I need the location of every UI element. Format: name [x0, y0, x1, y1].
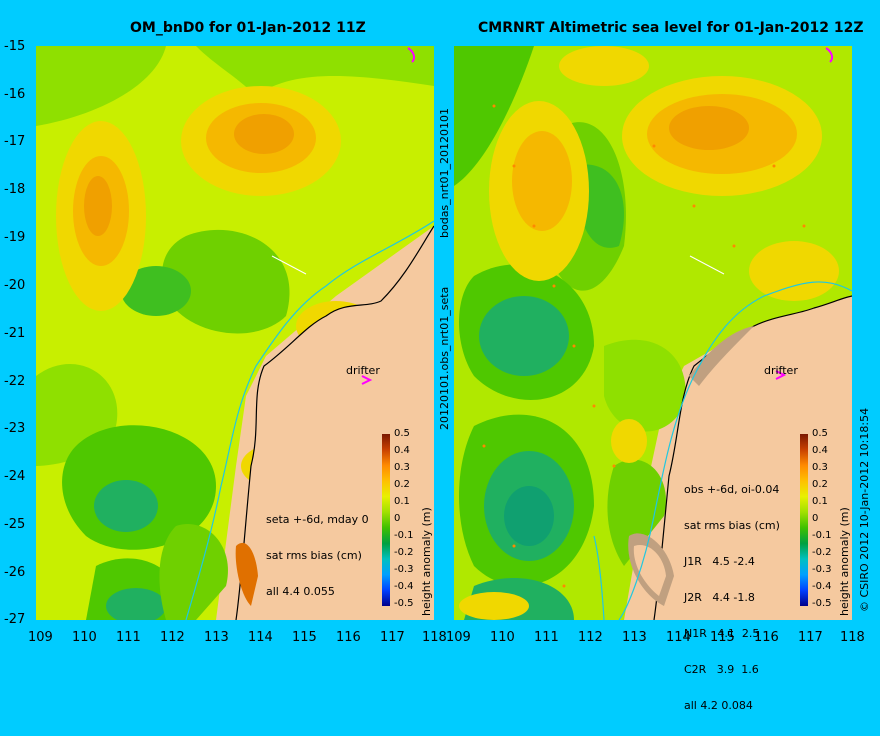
- x-tick: 117: [380, 630, 405, 645]
- right-colorbar-tick: 0: [812, 513, 819, 524]
- side-text-bottom: 20120101.obs_nrt01_seta: [438, 286, 451, 430]
- right-colorbar-label: height anomaly (m): [838, 507, 851, 616]
- left-panel-title: OM_bnD0 for 01-Jan-2012 11Z: [130, 20, 366, 36]
- left-colorbar-tick: 0.5: [394, 428, 410, 439]
- left-stats-line: sat rms bias (cm): [266, 549, 362, 562]
- left-colorbar-tick: -0.2: [394, 547, 414, 558]
- left-colorbar-tick: -0.4: [394, 581, 414, 592]
- y-tick: -19: [4, 230, 26, 245]
- right-colorbar: [800, 434, 808, 606]
- x-tick: 116: [754, 630, 779, 645]
- x-tick: 118: [840, 630, 865, 645]
- left-colorbar-tick: -0.3: [394, 564, 414, 575]
- y-tick: -27: [4, 612, 26, 627]
- left-drifter-label: drifter: [346, 364, 380, 377]
- right-sea-level-map: [454, 46, 852, 620]
- left-colorbar-label: height anomaly (m): [420, 507, 433, 616]
- right-colorbar-tick: -0.5: [812, 598, 832, 609]
- x-tick: 115: [710, 630, 735, 645]
- right-colorbar-tick: 0.4: [812, 445, 828, 456]
- y-tick: -20: [4, 278, 26, 293]
- left-colorbar: [382, 434, 390, 606]
- left-colorbar-tick: -0.1: [394, 530, 414, 541]
- right-colorbar-tick: 0.1: [812, 496, 828, 507]
- x-tick: 109: [446, 630, 471, 645]
- x-tick: 117: [798, 630, 823, 645]
- y-tick: -22: [4, 374, 26, 389]
- x-tick: 112: [160, 630, 185, 645]
- x-tick: 111: [534, 630, 559, 645]
- left-stats-box: seta +-6d, mday 0 sat rms bias (cm) all …: [266, 490, 369, 622]
- right-stats-box: obs +-6d, oi-0.04 sat rms bias (cm) J1R …: [684, 460, 780, 736]
- right-stats-line: all 4.2 0.084: [684, 699, 753, 712]
- left-colorbar-tick: 0.2: [394, 479, 410, 490]
- x-tick: 112: [578, 630, 603, 645]
- right-stats-line: J1R 4.5 -2.4: [684, 555, 755, 568]
- x-tick: 109: [28, 630, 53, 645]
- y-tick: -25: [4, 517, 26, 532]
- right-colorbar-tick: 0.2: [812, 479, 828, 490]
- x-tick: 114: [666, 630, 691, 645]
- x-tick: 113: [204, 630, 229, 645]
- right-colorbar-tick: -0.3: [812, 564, 832, 575]
- right-drifter-label: drifter: [764, 364, 798, 377]
- x-tick: 111: [116, 630, 141, 645]
- x-tick: 118: [422, 630, 447, 645]
- right-map-panel: drifter obs +-6d, oi-0.04 sat rms bias (…: [454, 46, 852, 712]
- left-colorbar-tick: -0.5: [394, 598, 414, 609]
- right-stats-line: obs +-6d, oi-0.04: [684, 483, 780, 496]
- left-colorbar-tick: 0.1: [394, 496, 410, 507]
- right-colorbar-tick: -0.4: [812, 581, 832, 592]
- x-tick: 116: [336, 630, 361, 645]
- x-tick: 110: [490, 630, 515, 645]
- right-stats-line: C2R 3.9 1.6: [684, 663, 759, 676]
- side-text-top: bodas_nrt01_20120101: [438, 108, 451, 238]
- y-tick: -15: [4, 39, 26, 54]
- left-map-panel: drifter seta +-6d, mday 0 sat rms bias (…: [36, 46, 434, 620]
- left-stats-line: all 4.4 0.055: [266, 585, 335, 598]
- left-colorbar-tick: 0.3: [394, 462, 410, 473]
- right-colorbar-tick: -0.2: [812, 547, 832, 558]
- copyright-text: © CSIRO 2012 10-Jan-2012 10:18:54: [858, 407, 871, 612]
- right-stats-line: N1R 4.1 2.5: [684, 627, 760, 640]
- x-tick: 114: [248, 630, 273, 645]
- y-tick: -24: [4, 469, 26, 484]
- right-stats-line: J2R 4.4 -1.8: [684, 591, 755, 604]
- left-sea-level-map: [36, 46, 434, 620]
- left-colorbar-tick: 0: [394, 513, 401, 524]
- x-tick: 110: [72, 630, 97, 645]
- left-colorbar-tick: 0.4: [394, 445, 410, 456]
- right-colorbar-tick: 0.5: [812, 428, 828, 439]
- y-tick: -26: [4, 565, 26, 580]
- y-tick: -23: [4, 421, 26, 436]
- right-panel-title: CMRNRT Altimetric sea level for 01-Jan-2…: [478, 20, 864, 36]
- right-colorbar-tick: 0.3: [812, 462, 828, 473]
- right-colorbar-tick: -0.1: [812, 530, 832, 541]
- y-tick: -16: [4, 87, 26, 102]
- y-tick: -21: [4, 326, 26, 341]
- y-tick: -17: [4, 134, 26, 149]
- left-stats-line: seta +-6d, mday 0: [266, 513, 369, 526]
- x-tick: 113: [622, 630, 647, 645]
- y-tick: -18: [4, 182, 26, 197]
- right-stats-line: sat rms bias (cm): [684, 519, 780, 532]
- x-tick: 115: [292, 630, 317, 645]
